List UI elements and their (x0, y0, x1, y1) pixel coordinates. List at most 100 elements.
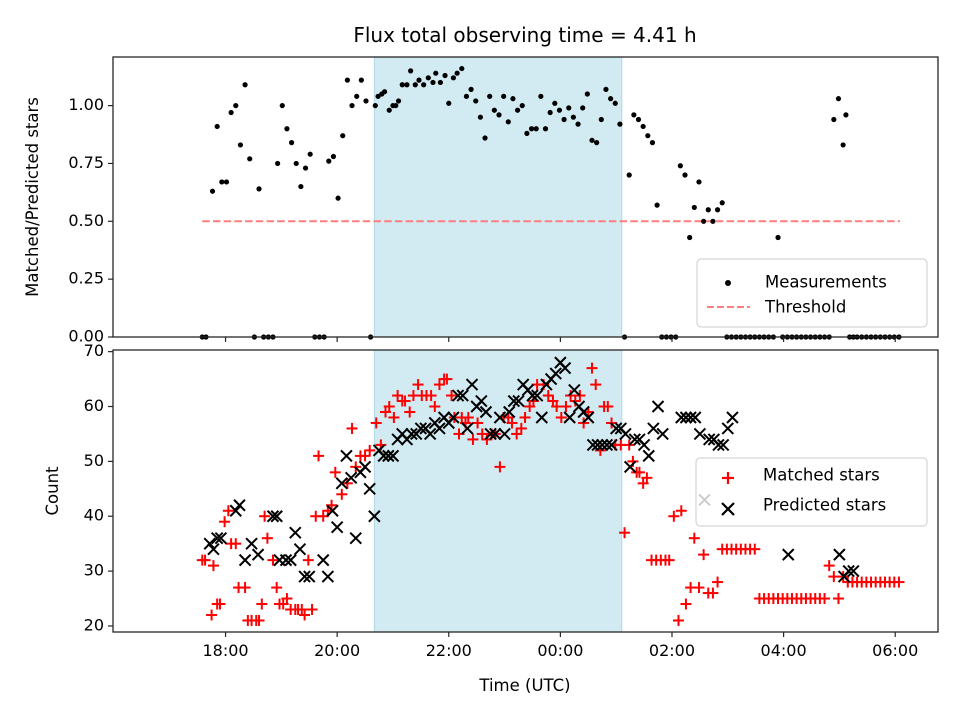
measurement-point (682, 172, 688, 178)
predicted-point (498, 427, 511, 441)
measurement-point (275, 160, 281, 167)
predicted-point (382, 449, 395, 463)
matched-point (399, 395, 411, 407)
matched-point (219, 516, 231, 528)
matched-point (336, 488, 348, 500)
matched-point (555, 411, 567, 423)
observing-window-span (373, 56, 623, 338)
x-axis-label: Time (UTC) (478, 676, 570, 695)
predicted-point (289, 526, 302, 539)
predicted-point (386, 449, 400, 463)
predicted-point (210, 531, 224, 545)
matched-point (688, 532, 700, 544)
legend-measurements-marker (725, 280, 731, 286)
measurement-point (372, 102, 378, 109)
predicted-point (833, 548, 846, 561)
predicted-point (675, 411, 688, 424)
predicted-point (493, 411, 507, 424)
predicted-point (214, 531, 228, 545)
matched-point (467, 433, 479, 445)
y-tick-label: 0.25 (68, 269, 104, 288)
measurement-point (561, 116, 567, 123)
predicted-point (349, 531, 362, 545)
predicted-point (582, 411, 595, 424)
measurement-point (247, 156, 253, 162)
top-legend: Measurements Threshold (696, 258, 928, 328)
measurement-point (404, 82, 410, 88)
measurement-point (302, 165, 309, 171)
measurement-point (446, 100, 452, 106)
matched-point (230, 538, 242, 550)
predicted-point (251, 548, 265, 561)
matched-point (560, 401, 572, 413)
predicted-point (489, 427, 502, 441)
predicted-point (433, 422, 446, 435)
measurement-point (344, 77, 350, 83)
measurement-point (293, 160, 299, 167)
y-tick-label: 50 (84, 451, 104, 470)
matched-point (619, 527, 631, 539)
measurement-point (223, 179, 230, 185)
predicted-point (535, 411, 548, 424)
measurement-point (459, 65, 465, 72)
matched-point (261, 532, 273, 544)
predicted-point (600, 438, 614, 452)
measurement-point (514, 107, 521, 113)
measurement-point (840, 142, 846, 148)
predicted-point (284, 553, 297, 567)
y-tick-label: 60 (84, 396, 104, 415)
measurement-point (654, 202, 660, 208)
measurement-point (575, 121, 581, 127)
matched-point (313, 450, 325, 462)
measurement-point (491, 107, 497, 113)
legend-predicted-label: Predicted stars (763, 496, 886, 515)
measurement-point (307, 151, 313, 157)
measurement-point (719, 200, 725, 206)
measurement-point (538, 93, 544, 99)
predicted-point (303, 570, 316, 583)
measurement-point (645, 133, 651, 139)
predicted-point (405, 427, 418, 441)
measurement-point (584, 91, 590, 97)
predicted-point (716, 438, 730, 452)
measurement-point (442, 72, 448, 79)
measurement-point (691, 204, 697, 211)
predicted-point (368, 510, 381, 523)
axes-frame (112, 56, 939, 338)
measurement-point (843, 112, 849, 118)
matched-point (641, 472, 653, 484)
matched-point (388, 411, 400, 423)
predicted-point (207, 542, 220, 556)
measurement-point (433, 70, 439, 76)
matched-point (222, 505, 234, 517)
measurement-point (219, 179, 225, 185)
predicted-point (358, 460, 372, 474)
legend-measurements-label: Measurements (765, 273, 887, 292)
matched-point (668, 510, 680, 522)
measurement-point (612, 100, 618, 106)
matched-point (675, 505, 687, 517)
measurement-point (598, 116, 604, 123)
measurement-point (547, 109, 553, 116)
predicted-point (642, 449, 655, 463)
measurement-point (242, 82, 248, 88)
matched-point (551, 401, 563, 413)
measurement-point (594, 140, 600, 146)
predicted-point (647, 422, 660, 435)
matched-point (271, 582, 283, 594)
predicted-point (563, 411, 576, 424)
measurement-point (399, 82, 405, 88)
matched-point (214, 598, 226, 610)
predicted-point (842, 564, 855, 578)
matched-point (506, 417, 518, 429)
measurement-point (358, 77, 364, 83)
measurement-point (603, 86, 609, 92)
measurement-point (705, 207, 711, 213)
measurement-point (687, 234, 693, 241)
matched-point (281, 593, 293, 605)
measurement-point (677, 163, 683, 169)
matched-point (693, 582, 705, 594)
matched-point (429, 401, 441, 413)
predicted-point (298, 570, 311, 583)
measurement-point (354, 93, 360, 99)
